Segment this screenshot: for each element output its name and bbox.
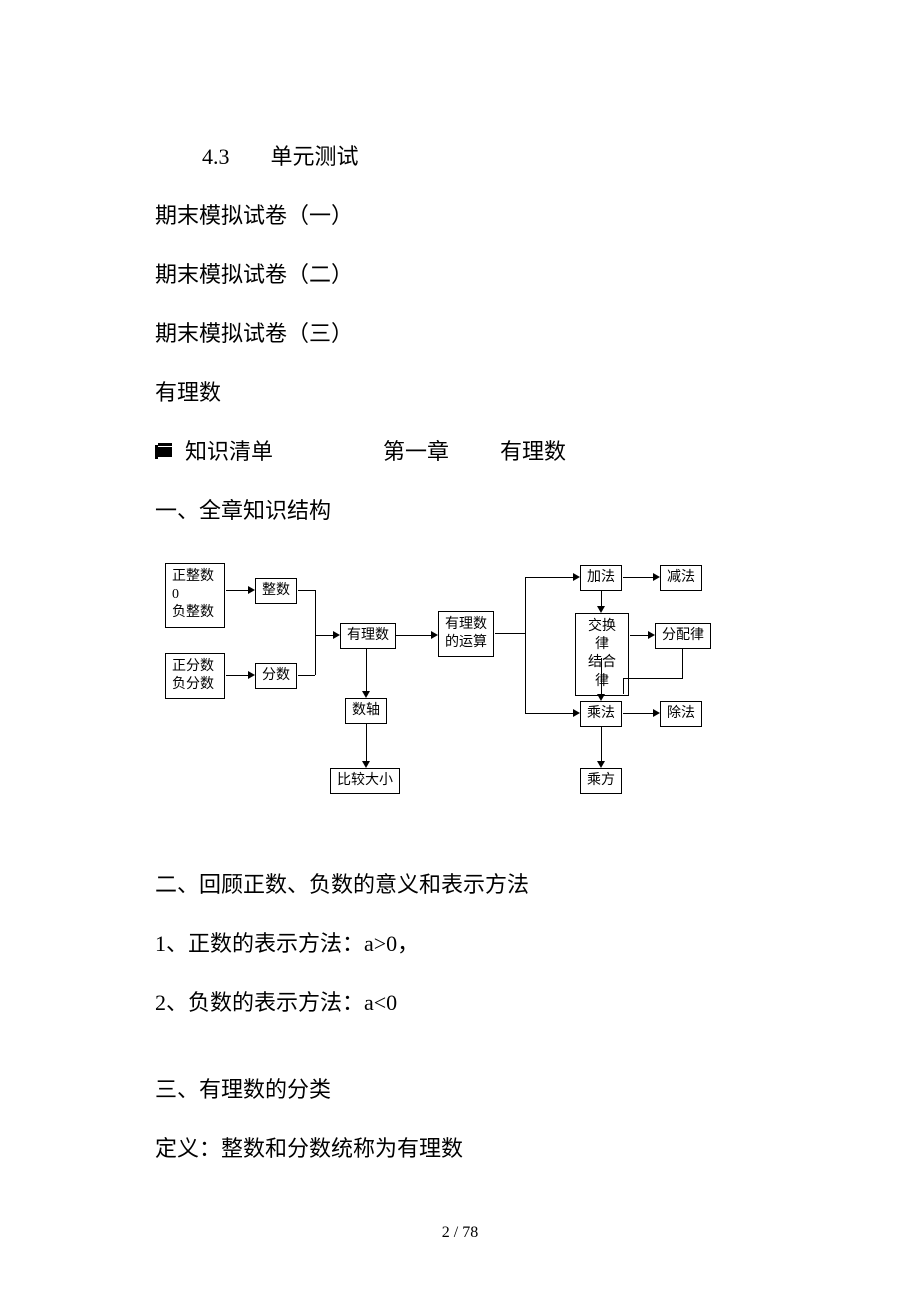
section-2-item-1: 1、正数的表示方法：a>0， (155, 927, 765, 960)
node-laws: 交换律结合律 (575, 613, 629, 696)
exam-1: 期末模拟试卷（一） (155, 199, 765, 232)
section-title: 单元测试 (271, 144, 359, 169)
section-2-title: 二、回顾正数、负数的意义和表示方法 (155, 868, 765, 901)
page-number: 2 / 78 (0, 1224, 920, 1242)
section-2-item-2: 2、负数的表示方法：a<0 (155, 986, 765, 1019)
node-addition: 加法 (580, 565, 622, 591)
node-division: 除法 (660, 701, 702, 727)
node-pos-frac: 正分数负分数 (165, 653, 225, 699)
chapter-title: 有理数 (500, 439, 566, 464)
checklist-label: 知识清单 (185, 435, 273, 468)
node-fraction: 分数 (255, 663, 297, 689)
section-1-title: 一、全章知识结构 (155, 494, 765, 527)
chapter-label: 第一章 (383, 439, 449, 464)
topic-title: 有理数 (155, 376, 765, 409)
node-num-axis: 数轴 (345, 698, 387, 724)
node-distributive: 分配律 (655, 623, 711, 649)
node-compare: 比较大小 (330, 768, 400, 794)
node-power: 乘方 (580, 768, 622, 794)
exam-2: 期末模拟试卷（二） (155, 258, 765, 291)
node-pos-int: 正整数0负整数 (165, 563, 225, 628)
node-multiplication: 乘法 (580, 701, 622, 727)
node-subtraction: 减法 (660, 565, 702, 591)
knowledge-structure-diagram: 正整数0负整数 正分数负分数 整数 分数 有理数 数轴 比较大小 有理数的运算 … (155, 553, 775, 813)
exam-3: 期末模拟试卷（三） (155, 317, 765, 350)
section-number-line: 4.3 单元测试 (155, 140, 765, 173)
node-integer: 整数 (255, 578, 297, 604)
section-number: 4.3 (202, 144, 230, 169)
node-rational: 有理数 (340, 623, 396, 649)
section-3-def: 定义：整数和分数统称为有理数 (155, 1132, 765, 1165)
bookmark-icon (155, 443, 177, 461)
section-3-title: 三、有理数的分类 (155, 1073, 765, 1106)
checklist-header: 知识清单 第一章 有理数 (155, 435, 765, 468)
node-rational-ops: 有理数的运算 (438, 611, 494, 657)
